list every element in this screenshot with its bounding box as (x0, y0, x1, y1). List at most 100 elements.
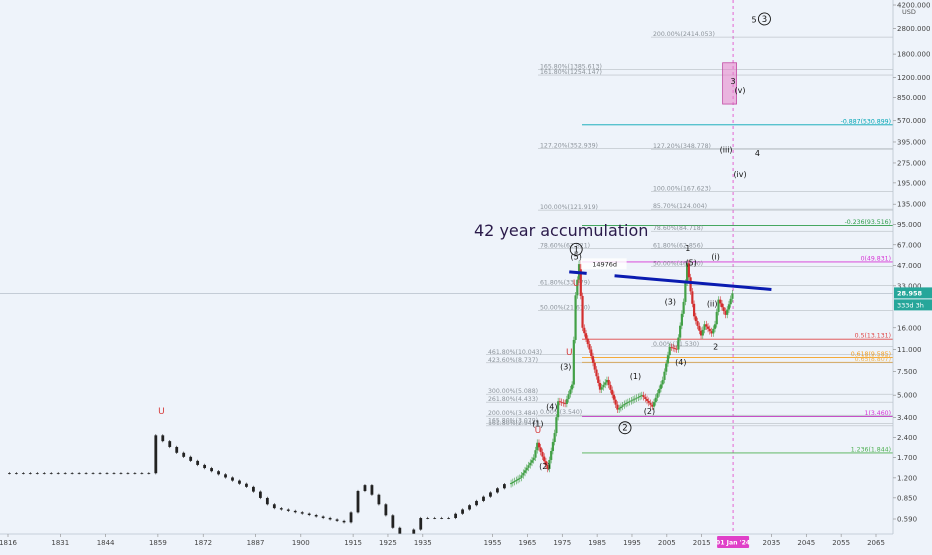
candle-body (576, 279, 579, 296)
y-axis[interactable]: 4200.000 2800.000 1800.000 1200.000 850.000 5… (892, 0, 932, 550)
candle-body (447, 518, 451, 519)
fib-extension-label: 100.00%(167.623) (653, 186, 711, 193)
fib-extension-label: 61.80%(33.179) (540, 280, 590, 287)
candle-body (717, 299, 720, 312)
candle-body (182, 452, 186, 457)
x-axis[interactable]: 1816 1831 1844 1859 1872 1887 1900 1915 1925 1935… (0, 533, 932, 550)
currency-label: USD (902, 8, 916, 16)
x-tick-label: 1887 (247, 539, 265, 547)
candle-body (635, 397, 638, 399)
candle-body (539, 447, 542, 452)
candle-body (126, 473, 130, 475)
candle-body (647, 400, 650, 403)
candle-body (356, 491, 360, 513)
y-tick-label: 5.000 (897, 392, 917, 400)
candle-body (564, 403, 567, 405)
candle-body (731, 293, 734, 299)
candle-body (147, 473, 151, 475)
candle-body (727, 304, 731, 310)
level-label: 0.618(9.585) (851, 351, 891, 358)
candle-body (663, 371, 666, 380)
fib-extension-label: 261.80%(4.433) (488, 396, 538, 403)
candle-body (626, 402, 629, 404)
candle-body (133, 473, 137, 475)
wave-label: (i) (711, 252, 719, 261)
candle-body (616, 404, 619, 410)
fib-extension-label: 423.60%(8.737) (488, 357, 538, 364)
candle-body (661, 379, 664, 385)
y-tick-label: 1.200 (897, 474, 917, 482)
fib-extension-label: 127.20%(352.939) (540, 143, 598, 150)
candle-body (588, 344, 591, 350)
candle-body (675, 348, 678, 350)
x-tick-label: 1975 (553, 539, 571, 547)
candle-body (712, 328, 715, 334)
candle-body (708, 328, 711, 332)
candle-body (307, 513, 311, 516)
candle-body (328, 517, 332, 520)
candle-body (595, 369, 598, 377)
candle-body (692, 303, 696, 317)
candle-body (593, 362, 596, 370)
candle-body (112, 473, 116, 475)
candle-body (722, 307, 725, 312)
candle-body (468, 505, 471, 510)
candle-body (724, 311, 727, 315)
candle-body (475, 500, 478, 506)
candle-body (496, 488, 499, 493)
candle-body (426, 518, 430, 519)
candle-body (349, 512, 353, 523)
candle-body (687, 263, 690, 278)
fib-extension-label: 200.00%(2414.053) (653, 31, 715, 38)
candle-body (35, 473, 39, 475)
candle-body (363, 485, 367, 492)
y-tick-label: 570.000 (897, 117, 926, 125)
candle-body (555, 417, 558, 434)
candle-body (567, 394, 570, 400)
wave-label: (1) (532, 420, 543, 429)
candle-body (175, 446, 179, 453)
candle-body (265, 497, 269, 505)
level-label: 1.236(1.844) (851, 446, 891, 453)
y-tick-label: 0.590 (897, 516, 917, 524)
candle-body (645, 399, 649, 401)
fib-extension-label: 0.00%(11.530) (653, 341, 699, 348)
candle-body (710, 331, 713, 334)
candle-body (611, 389, 614, 395)
wave-label: (2) (539, 462, 550, 471)
wave-label: (5) (571, 252, 582, 261)
candle-body (536, 442, 539, 451)
candle-body (321, 516, 325, 518)
wave-label: 3 (762, 15, 767, 25)
candle-body (665, 363, 668, 372)
candles-layer (8, 259, 734, 554)
candle-body (217, 471, 220, 475)
countdown-label: 333d 3h (897, 301, 924, 309)
wave-label: 5 (751, 16, 756, 25)
candle-body (644, 397, 647, 400)
target-box (722, 62, 737, 105)
annotation-box (580, 258, 627, 270)
current-date-badge (717, 536, 750, 548)
candle-body (689, 277, 692, 292)
candle-body (245, 483, 248, 487)
candle-body (729, 298, 732, 305)
candle-body (719, 299, 722, 304)
fib-extension-label: 161.80%(1254.147) (540, 69, 602, 76)
wave-circle (757, 12, 771, 26)
fib-extension-label: 85.70%(124.004) (653, 203, 707, 210)
x-tick-label: 1925 (379, 539, 397, 547)
grid-layer (0, 0, 893, 534)
candle-body (686, 263, 689, 283)
candle-body (258, 491, 262, 498)
candle-body (574, 295, 577, 340)
candle-body (98, 473, 102, 475)
candle-body (565, 399, 568, 404)
candle-body (544, 461, 548, 466)
candle-body (630, 400, 633, 402)
candle-body (651, 404, 654, 407)
level-label: 0(49.831) (861, 255, 891, 262)
fib-extension-label: 78.60%(84.718) (653, 225, 703, 232)
candle-body (377, 494, 381, 505)
